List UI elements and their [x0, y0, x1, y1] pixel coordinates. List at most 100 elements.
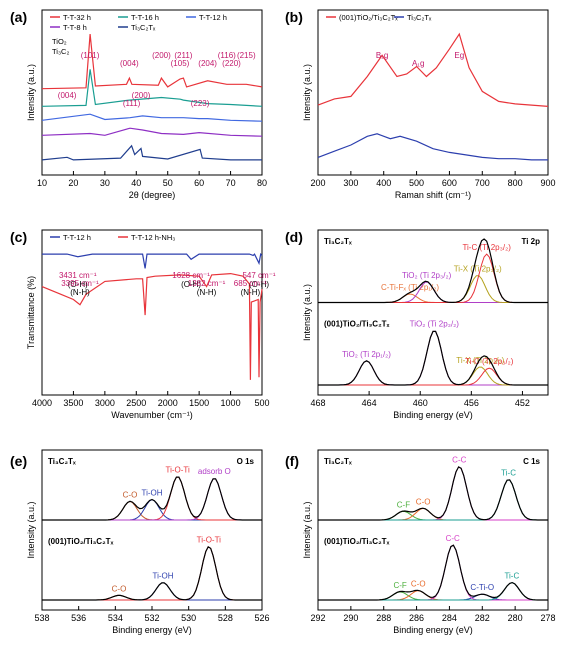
panel-a-peak-label: (200): [132, 91, 151, 100]
panel-c-xtick-label: 3500: [63, 398, 83, 408]
panel-c-xlabel: Wavenumber (cm⁻¹): [111, 410, 192, 420]
panel-e-component-label: Ti-O-Ti: [197, 536, 222, 545]
panel-a-xtick-label: 20: [68, 178, 78, 188]
panel-c-peak-sublabel: (N-H): [70, 288, 90, 297]
panel-b-frame: [317, 9, 549, 176]
panel-b-xtick-label: 700: [475, 178, 490, 188]
panel-a-peak-label: (220): [222, 59, 241, 68]
panel-c-peak-label: 1382 cm⁻¹: [188, 279, 226, 288]
panel-f-ylabel: Intensity (a.u.): [302, 501, 312, 558]
panel-e-component-label: C-O: [123, 490, 138, 499]
panel-a-series-1: [41, 69, 263, 107]
panel-e-ylabel: Intensity (a.u.): [26, 501, 36, 558]
panel-f-xtick-label: 282: [475, 613, 490, 623]
panel-e-label: (e): [10, 453, 27, 469]
panel-c-peak-sublabel: (N-H): [197, 288, 217, 297]
panel-d-component-label: TiO₂ (Ti 2p₃/₂): [402, 271, 452, 280]
panel-d-component-1-3: [318, 367, 548, 386]
panel-b-xtick-label: 200: [310, 178, 325, 188]
panel-d-envelope-0: [318, 238, 548, 304]
panel-a-peak-label: (004): [58, 91, 77, 100]
panel-b-series-1: [317, 133, 548, 161]
panel-b-xtick-label: 600: [442, 178, 457, 188]
panel-d-xlabel: Binding energy (eV): [393, 410, 473, 420]
panel-a-peak-label: (116): [218, 51, 236, 60]
panel-f-component-label: C-F: [397, 500, 410, 509]
panel-b-xtick-label: 800: [508, 178, 523, 188]
panel-b-xlabel: Raman shift (cm⁻¹): [395, 190, 471, 200]
panel-d-xtick-label: 456: [464, 398, 479, 408]
panel-d-component-label: C-Ti-Fₓ (Ti 2p₁/₂): [381, 283, 439, 292]
panel-d-component-label: Ti-X (Ti 2p₃/₂): [456, 356, 504, 365]
panel-e-component-label: C-O: [112, 584, 127, 593]
panel-a-legend-label: T-T-8 h: [63, 23, 87, 32]
panel-f-xtick-label: 290: [343, 613, 358, 623]
panel-c-xtick-label: 4000: [32, 398, 52, 408]
panel-f-component-label: C-Ti-O: [470, 583, 494, 592]
panel-d-xtick-label: 468: [310, 398, 325, 408]
panel-a-series-2: [41, 113, 263, 122]
panel-c-xtick-label: 500: [254, 398, 269, 408]
panel-b-ylabel: Intensity (a.u.): [302, 64, 312, 121]
panel-d-xtick-label: 452: [515, 398, 530, 408]
panel-f-sub-label: Ti₃C₂Tₓ: [324, 457, 352, 466]
panel-b-xtick-label: 300: [343, 178, 358, 188]
panel-a-marker-legend: TiO₂: [52, 37, 67, 46]
panel-d-component-label: TiO₂ (Ti 2p₃/₂): [410, 320, 460, 329]
panel-d-component-label: Ti-C (Ti 2p₃/₂): [465, 357, 514, 366]
panel-c-peak-label: 3395 cm⁻¹: [61, 279, 99, 288]
panel-c-legend-label: T-T-12 h: [63, 233, 91, 242]
panel-e-component-label: adsorb O: [198, 467, 231, 476]
panel-a-peak-label: (105): [171, 59, 190, 68]
panel-f-xtick-label: 284: [442, 613, 457, 623]
panel-a-frame: [41, 9, 263, 176]
panel-e-xlabel: Binding energy (eV): [112, 625, 192, 635]
panel-d-envelope-1: [318, 330, 548, 386]
panel-c-xtick-label: 1500: [189, 398, 209, 408]
panel-e-component-0-1: [42, 499, 262, 521]
panel-e-component-1-1: [42, 582, 262, 601]
panel-c-xtick-label: 2000: [158, 398, 178, 408]
panel-c-peak-label: 685 cm⁻¹: [234, 279, 267, 288]
panel-d-sub-label: (001)TiO₂/Ti₃C₂Tₓ: [324, 320, 390, 329]
panel-b-peak-label: A₁g: [412, 59, 424, 68]
panel-c-xtick-label: 1000: [221, 398, 241, 408]
panel-a-xtick-label: 30: [100, 178, 110, 188]
panel-a-xtick-label: 10: [37, 178, 47, 188]
panel-c-ylabel: Transmittance (%): [26, 276, 36, 349]
panel-a-legend-label: T-T-16 h: [131, 13, 159, 22]
panel-f-envelope-0: [318, 466, 548, 521]
panel-d-ylabel: Intensity (a.u.): [302, 284, 312, 341]
panel-b-xtick-label: 400: [376, 178, 391, 188]
panel-e-xtick-label: 528: [218, 613, 233, 623]
panel-b-legend-label: Ti₃C₂Tₓ: [407, 13, 432, 22]
panel-f-component-label: C-O: [416, 497, 431, 506]
panel-f-component-label: C-C: [446, 534, 460, 543]
panel-f-envelope-1: [318, 544, 548, 601]
panel-a-legend-label: Ti₃C₂Tₓ: [131, 23, 156, 32]
panel-b-peak-label: B₁g: [376, 51, 388, 60]
panel-f-xtick-label: 280: [508, 613, 523, 623]
panel-e-xtick-label: 526: [254, 613, 269, 623]
panel-e-component-0-0: [42, 500, 262, 521]
panel-c-xtick-label: 2500: [126, 398, 146, 408]
panel-e-sub-label: (001)TiO₂/Ti₃C₂Tₓ: [48, 537, 114, 546]
panel-a-xlabel: 2θ (degree): [129, 190, 176, 200]
panel-f-xtick-label: 288: [376, 613, 391, 623]
panel-d-component-label: Ti-C (Ti 2p₃/₂): [462, 243, 511, 252]
panel-a-peak-label: (200): [152, 51, 171, 60]
panel-e-envelope-0: [42, 476, 262, 521]
panel-c-peak-sublabel: (O-H): [181, 280, 201, 289]
panel-b-xtick-label: 900: [540, 178, 555, 188]
panel-d-component-label: Ti-X (Ti 2p₃/₂): [454, 264, 502, 273]
panel-e-envelope-1: [42, 545, 262, 601]
panel-a-peak-label: (215): [237, 51, 256, 60]
panel-a-peak-label: (111): [123, 99, 141, 108]
panel-c-series-1: [41, 272, 263, 380]
panel-f-xlabel: Binding energy (eV): [393, 625, 473, 635]
panel-b-series-0: [317, 32, 549, 107]
panel-a-xtick-label: 70: [226, 178, 236, 188]
panel-d-component-1-2: [318, 366, 548, 386]
panel-a-peak-label: (004): [120, 59, 139, 68]
